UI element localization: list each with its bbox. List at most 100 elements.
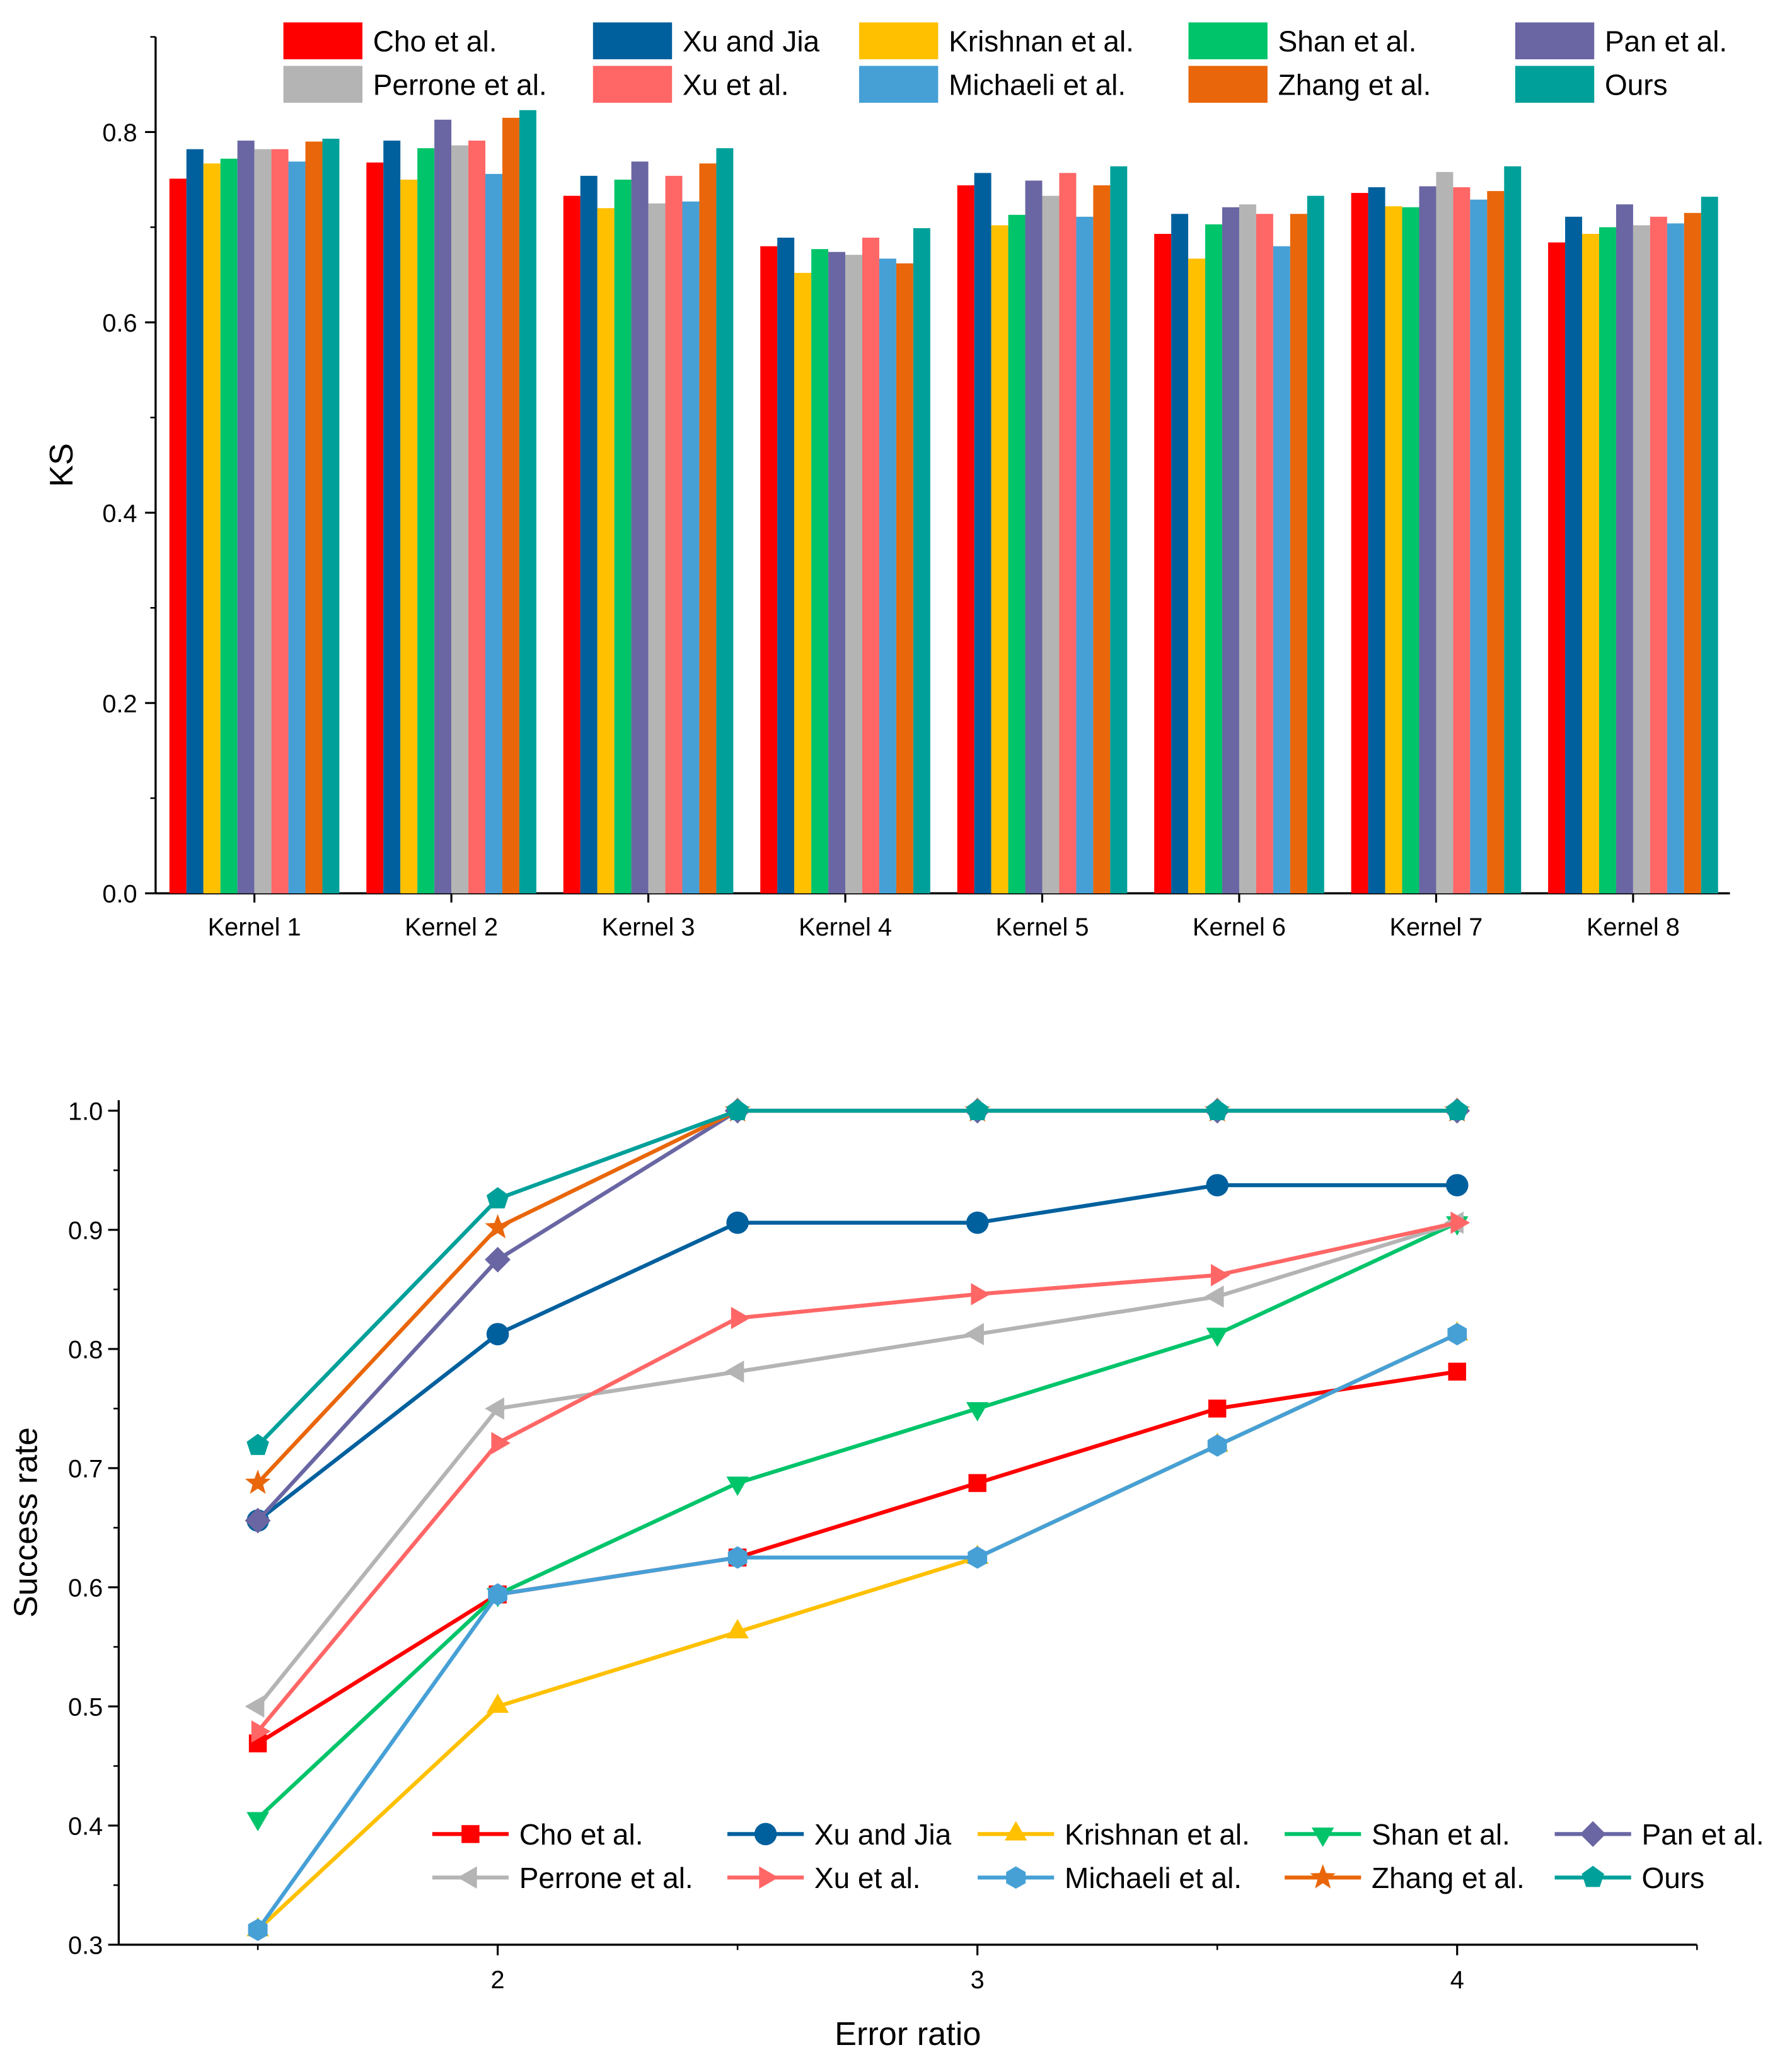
legend-label: Pan et al. bbox=[1641, 1818, 1764, 1851]
legend-label: Xu and Jia bbox=[814, 1818, 952, 1851]
bar-perrone-et-al bbox=[1042, 195, 1060, 894]
data-point-triangle-down bbox=[1206, 1328, 1228, 1347]
legend-label: Shan et al. bbox=[1372, 1818, 1510, 1851]
bar-krishnan-et-al bbox=[1188, 258, 1206, 894]
legend-marker-triangle-up bbox=[1004, 1821, 1027, 1841]
bar-perrone-et-al bbox=[845, 255, 862, 894]
data-point-triangle-left bbox=[964, 1323, 984, 1345]
bar-michaeli-et-al bbox=[1470, 199, 1488, 894]
data-point-square bbox=[1208, 1399, 1227, 1418]
bar-perrone-et-al bbox=[1239, 204, 1256, 894]
legend-swatch bbox=[283, 22, 363, 60]
legend-swatch bbox=[858, 66, 939, 103]
bar-shan-et-al bbox=[1205, 224, 1223, 894]
bar-pan-et-al bbox=[828, 252, 846, 894]
series-line bbox=[256, 1108, 1457, 1447]
data-point-circle bbox=[726, 1211, 749, 1234]
data-point-square bbox=[968, 1474, 986, 1492]
y-tick-label: 0.6 bbox=[102, 310, 137, 337]
legend-marker-hexagon bbox=[1006, 1866, 1026, 1889]
series-line bbox=[256, 1220, 1458, 1733]
data-point-triangle-right bbox=[491, 1432, 511, 1455]
series-michaeli-et-al bbox=[248, 1323, 1467, 1942]
data-point-pentagon bbox=[486, 1187, 509, 1208]
x-axis-label: Error ratio bbox=[835, 2016, 981, 2053]
legend-swatch bbox=[1515, 22, 1595, 60]
legend-label: Perrone et al. bbox=[373, 68, 547, 101]
bar-cho-et-al bbox=[957, 185, 974, 894]
bar-cho-et-al bbox=[169, 178, 187, 894]
legend-label: Pan et al. bbox=[1605, 25, 1727, 58]
bar-xu-et-al bbox=[1256, 214, 1273, 894]
bar-xu-and-jia bbox=[974, 173, 991, 894]
bar-pan-et-al bbox=[434, 119, 452, 894]
bar-xu-et-al bbox=[468, 141, 486, 894]
series-line bbox=[256, 1332, 1459, 1932]
legend-label: Krishnan et al. bbox=[949, 25, 1134, 58]
bar-shan-et-al bbox=[1402, 207, 1419, 894]
bar-ours bbox=[1701, 197, 1718, 894]
legend-label: Xu et al. bbox=[683, 68, 789, 101]
data-point-triangle-left bbox=[1204, 1285, 1224, 1308]
bar-xu-et-al bbox=[862, 238, 879, 894]
bar-pan-et-al bbox=[1025, 180, 1043, 894]
y-tick-label: 0.8 bbox=[68, 1336, 103, 1364]
x-tick-label: Kernel 1 bbox=[208, 913, 301, 941]
x-tick-label: Kernel 6 bbox=[1193, 913, 1286, 941]
bar-cho-et-al bbox=[1548, 242, 1566, 894]
bar-zhang-et-al bbox=[1290, 214, 1307, 894]
bar-xu-and-jia bbox=[1368, 187, 1385, 894]
series-line bbox=[256, 1108, 1457, 1522]
bar-michaeli-et-al bbox=[1667, 223, 1684, 894]
bar-pan-et-al bbox=[1616, 204, 1633, 894]
data-point-hexagon bbox=[488, 1583, 507, 1606]
bar-michaeli-et-al bbox=[879, 258, 896, 894]
bar-zhang-et-al bbox=[305, 141, 323, 894]
series-line bbox=[257, 1369, 1458, 1746]
data-point-triangle-up bbox=[726, 1619, 749, 1639]
x-tick-label: Kernel 7 bbox=[1389, 913, 1483, 941]
bar-shan-et-al bbox=[220, 158, 238, 894]
bar-pan-et-al bbox=[1222, 207, 1239, 894]
bar-zhang-et-al bbox=[896, 263, 913, 894]
legend-swatch bbox=[1515, 66, 1595, 103]
bar-ours bbox=[1110, 166, 1128, 894]
x-tick-label: 4 bbox=[1450, 1966, 1464, 1994]
data-point-pentagon bbox=[966, 1099, 989, 1120]
y-tick-label: 0.4 bbox=[102, 500, 137, 528]
bar-ours bbox=[1504, 166, 1522, 894]
bar-chart: 0.0 0.2 0.4 0.6 0.8 KS Kernel 1 Kernel 2 Kernel … bbox=[43, 22, 1730, 941]
data-point-triangle-left bbox=[245, 1695, 265, 1718]
bar-cho-et-al bbox=[563, 195, 581, 894]
legend-label: Cho et al. bbox=[373, 25, 497, 58]
series-line bbox=[256, 1220, 1459, 1820]
bar-ours bbox=[519, 110, 536, 894]
legend-swatch bbox=[593, 66, 673, 103]
bar-shan-et-al bbox=[1008, 214, 1026, 894]
series-line bbox=[256, 1220, 1458, 1708]
bar-krishnan-et-al bbox=[1582, 233, 1599, 894]
legend-label: Xu and Jia bbox=[683, 25, 820, 58]
data-point-triangle-right bbox=[1211, 1264, 1230, 1287]
data-point-triangle-down bbox=[246, 1812, 269, 1832]
legend-label: Cho et al. bbox=[519, 1818, 644, 1851]
bar-ours bbox=[1307, 195, 1324, 894]
x-tick-label: Kernel 8 bbox=[1587, 913, 1680, 941]
bar-michaeli-et-al bbox=[682, 201, 700, 894]
y-tick-label: 0.5 bbox=[68, 1694, 103, 1722]
bar-shan-et-al bbox=[1598, 227, 1616, 894]
legend-marker-star bbox=[1310, 1864, 1336, 1889]
x-tick-label: Kernel 4 bbox=[799, 913, 892, 941]
bar-shan-et-al bbox=[417, 148, 435, 894]
data-point-square bbox=[1448, 1362, 1466, 1381]
bar-krishnan-et-al bbox=[1385, 206, 1402, 894]
series-xu-et-al bbox=[251, 1211, 1471, 1743]
bar-krishnan-et-al bbox=[400, 179, 418, 894]
bar-perrone-et-al bbox=[1633, 225, 1650, 894]
data-point-triangle-left bbox=[485, 1397, 504, 1420]
bar-perrone-et-al bbox=[254, 149, 272, 894]
y-tick-label: 0.2 bbox=[102, 690, 137, 718]
y-tick-label: 0.0 bbox=[102, 881, 137, 908]
bar-cho-et-al bbox=[1351, 193, 1368, 894]
